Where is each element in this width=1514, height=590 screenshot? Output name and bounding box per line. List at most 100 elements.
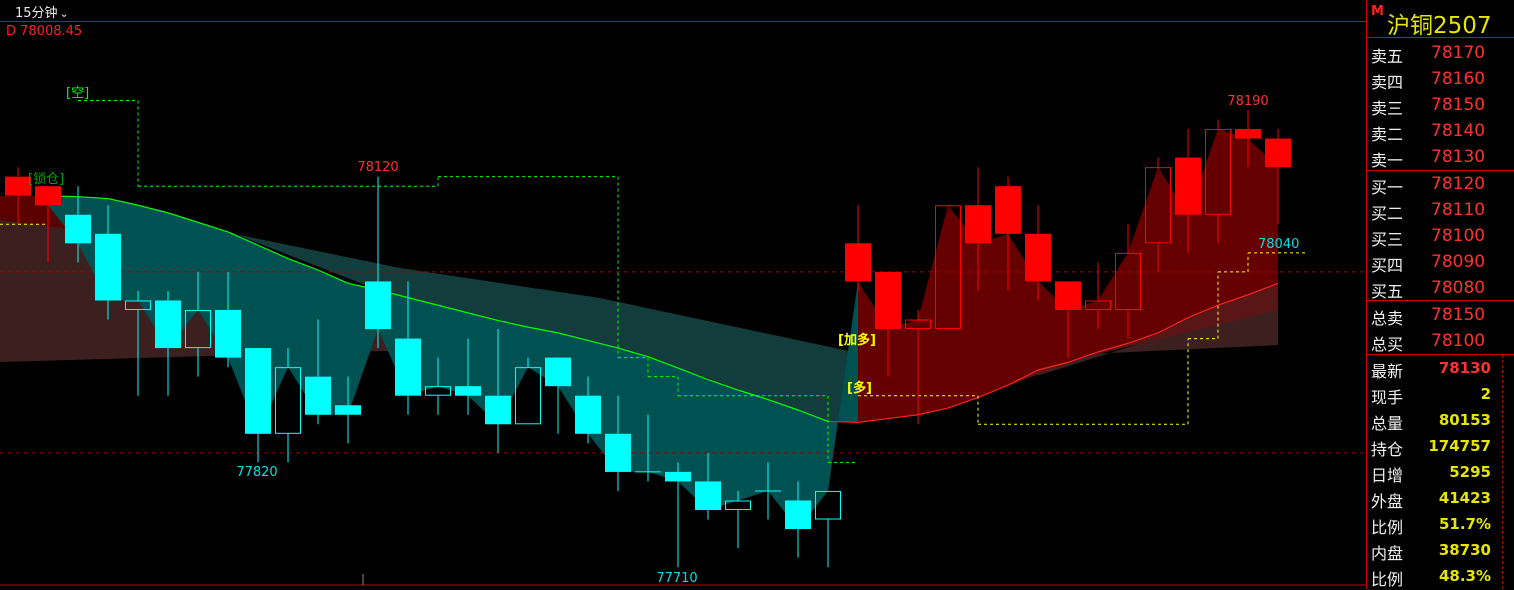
bid-row[interactable]: 买五 78080	[1367, 275, 1514, 301]
stat-row[interactable]: 外盘 41423	[1367, 485, 1514, 511]
stat-row[interactable]: 总量 80153	[1367, 407, 1514, 433]
candle[interactable]	[305, 319, 331, 425]
candle-body-filled	[65, 214, 91, 244]
candle[interactable]	[515, 357, 541, 425]
stat-row[interactable]: 比例 51.7%	[1367, 511, 1514, 537]
row-label: 买四	[1371, 256, 1404, 275]
stat-row[interactable]: 最新 78130	[1367, 355, 1514, 381]
candle[interactable]	[35, 186, 61, 263]
stat-row[interactable]: 内盘 38730	[1367, 537, 1514, 563]
ma-line-segment	[407, 297, 439, 306]
candle[interactable]	[1265, 129, 1291, 225]
candle[interactable]	[485, 329, 511, 453]
candle[interactable]	[335, 376, 361, 444]
ma-line-segment	[1007, 369, 1039, 386]
candle[interactable]	[1055, 281, 1081, 358]
row-value: 41423	[1438, 489, 1491, 507]
candle[interactable]	[425, 357, 451, 415]
row-value: 48.3%	[1438, 567, 1491, 585]
ma-line-segment	[977, 384, 1009, 399]
candle[interactable]	[695, 452, 721, 520]
candle[interactable]	[185, 271, 211, 377]
candle[interactable]	[965, 167, 991, 291]
candle[interactable]	[605, 395, 631, 491]
ask-bid-divider	[1367, 170, 1514, 171]
market-badge: M	[1371, 4, 1384, 19]
candle[interactable]	[845, 205, 871, 291]
bid-row[interactable]: 买二 78110	[1367, 197, 1514, 223]
candle[interactable]	[95, 205, 121, 320]
band-right-brown	[900, 300, 1278, 375]
stat-row[interactable]: 日增 5295	[1367, 459, 1514, 485]
ma-line-segment	[587, 339, 619, 349]
ask-row[interactable]: 卖一 78130	[1367, 144, 1514, 170]
candle-body-filled	[5, 176, 31, 196]
candle[interactable]	[935, 205, 961, 330]
row-label: 外盘	[1371, 492, 1404, 511]
candle[interactable]	[365, 176, 391, 349]
row-label: 持仓	[1371, 440, 1404, 459]
candle-body-filled	[575, 395, 601, 434]
bid-row[interactable]: 买三 78100	[1367, 223, 1514, 249]
stat-row[interactable]: 现手 2	[1367, 381, 1514, 407]
row-value: 78170	[1431, 43, 1486, 63]
candle-body-hollow	[275, 367, 301, 434]
row-label: 卖五	[1371, 47, 1404, 66]
symbol-name[interactable]: 沪铜2507	[1387, 13, 1492, 39]
candle[interactable]	[1145, 157, 1171, 272]
candle[interactable]	[545, 357, 571, 434]
ask-row[interactable]: 卖三 78150	[1367, 92, 1514, 118]
candle[interactable]	[245, 348, 271, 463]
candle[interactable]	[665, 462, 691, 568]
candle[interactable]	[875, 271, 901, 377]
row-value: 78090	[1431, 252, 1486, 272]
candle[interactable]	[65, 186, 91, 263]
ma-line-segment	[287, 258, 319, 271]
candle-body-filled	[395, 338, 421, 396]
candle[interactable]	[995, 176, 1021, 291]
ask-row[interactable]: 卖四 78160	[1367, 66, 1514, 92]
candle[interactable]	[1205, 119, 1231, 244]
candle[interactable]	[5, 167, 31, 225]
candle-body-filled	[1235, 129, 1261, 139]
bid-row[interactable]: 买一 78120	[1367, 171, 1514, 197]
stat-row[interactable]: 持仓 174757	[1367, 433, 1514, 459]
candle[interactable]	[1025, 205, 1051, 301]
candle-body-filled	[1025, 233, 1051, 282]
candle[interactable]	[905, 310, 931, 425]
row-value: 78120	[1431, 174, 1486, 194]
candle[interactable]	[1115, 224, 1141, 339]
candle[interactable]	[815, 490, 841, 568]
candle[interactable]	[575, 376, 601, 444]
candle-body-filled	[35, 186, 61, 206]
candle-body-filled	[335, 405, 361, 415]
candle[interactable]	[215, 271, 241, 368]
candlestick-chart[interactable]: 78120 77820 77710 78190 78040 [空] [锁仓] […	[0, 0, 1366, 589]
period-selector[interactable]: 15分钟 ⌄	[15, 2, 69, 21]
candle[interactable]	[455, 338, 481, 415]
row-label: 卖四	[1371, 73, 1404, 92]
candle[interactable]	[725, 490, 751, 549]
bid-row[interactable]: 买四 78090	[1367, 249, 1514, 275]
candle[interactable]	[125, 290, 151, 396]
candle[interactable]	[275, 348, 301, 463]
row-value: 38730	[1438, 541, 1491, 559]
candle[interactable]	[1085, 262, 1111, 330]
candle[interactable]	[635, 414, 661, 482]
total-row[interactable]: 总买 78100	[1367, 328, 1514, 354]
period-label: 15分钟	[15, 6, 58, 21]
candle[interactable]	[785, 481, 811, 558]
ma-line-segment	[767, 398, 799, 411]
total-row[interactable]: 总卖 78150	[1367, 302, 1514, 328]
candle-body-filled	[875, 271, 901, 330]
candle[interactable]	[395, 281, 421, 415]
stat-row[interactable]: 比例 48.3%	[1367, 563, 1514, 589]
candle[interactable]	[1235, 110, 1261, 168]
ask-row[interactable]: 卖五 78170	[1367, 40, 1514, 66]
row-value: 78110	[1431, 200, 1486, 220]
ma-line-segment	[437, 304, 469, 314]
candle[interactable]	[1175, 129, 1201, 253]
candle[interactable]	[755, 462, 781, 520]
ask-row[interactable]: 卖二 78140	[1367, 118, 1514, 144]
candle[interactable]	[155, 290, 181, 396]
